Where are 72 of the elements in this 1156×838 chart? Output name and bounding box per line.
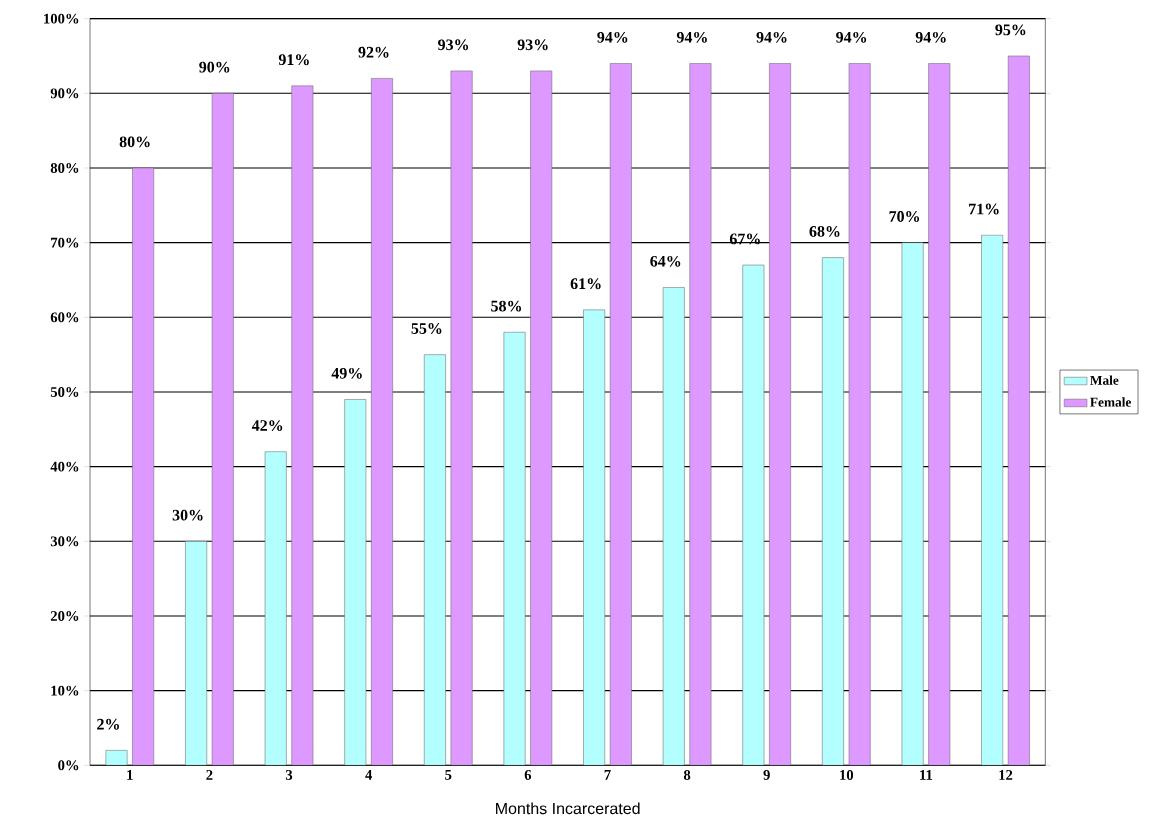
data-label: 49% (331, 367, 362, 379)
bar (371, 78, 393, 766)
x-tick-label: 1 (127, 770, 133, 780)
y-tick-label: 70% (51, 237, 79, 248)
bar (928, 63, 951, 766)
bar (423, 354, 446, 766)
y-tick-label: 90% (50, 88, 79, 99)
x-tick-label: 12 (999, 770, 1013, 780)
bar (822, 257, 844, 766)
bar (264, 451, 287, 766)
x-tick-label: 4 (365, 770, 373, 780)
y-tick-label: 30% (50, 536, 79, 547)
data-label: 94% (756, 31, 787, 43)
bar (132, 167, 155, 766)
y-tick-label: 60% (50, 312, 79, 323)
bar (769, 63, 791, 766)
y-tick-label: 20% (50, 611, 79, 621)
data-label: 95% (995, 24, 1026, 36)
data-label: 58% (491, 300, 522, 312)
bar (503, 331, 526, 766)
bar (742, 264, 765, 766)
bar (291, 85, 314, 766)
data-label: 93% (438, 39, 469, 51)
x-tick-label: 9 (763, 770, 770, 780)
data-label: 2% (97, 718, 119, 730)
bar (901, 242, 924, 766)
data-label: 94% (915, 31, 946, 43)
bar (211, 93, 234, 766)
bar (689, 63, 712, 766)
data-label: 61% (570, 278, 601, 290)
y-tick-label: 10% (51, 685, 79, 696)
data-label: 70% (889, 211, 920, 222)
x-tick-label: 8 (683, 770, 691, 780)
data-label: 94% (836, 31, 867, 43)
data-label: 91% (278, 54, 309, 66)
data-label: 94% (597, 31, 628, 43)
data-label: 90% (199, 61, 230, 73)
bar (981, 234, 1004, 766)
bar (848, 63, 871, 766)
bar (185, 541, 208, 766)
data-label: 68% (809, 226, 840, 237)
data-label: 94% (676, 31, 707, 43)
x-axis-title: Months Incarcerated (496, 802, 640, 815)
data-label: 55% (411, 323, 442, 334)
x-tick-label: 5 (445, 770, 452, 780)
x-tick-label: 6 (524, 770, 532, 780)
legend-label: Male (1090, 375, 1119, 385)
bar (662, 287, 685, 766)
data-label: 93% (517, 39, 548, 51)
x-tick-label: 2 (206, 770, 213, 780)
data-label: 92% (358, 46, 389, 58)
y-tick-label: 0% (58, 760, 79, 771)
bar (609, 63, 632, 766)
x-tick-label: 10 (840, 770, 854, 780)
data-label: 42% (251, 420, 283, 432)
legend-label: Female (1090, 397, 1132, 407)
data-label: 64% (650, 255, 681, 267)
data-label: 71% (969, 203, 999, 215)
bar (1007, 55, 1030, 766)
x-tick-label: 7 (604, 770, 611, 780)
bar (583, 309, 606, 766)
x-tick-label: 11 (920, 770, 933, 780)
y-tick-label: 50% (50, 387, 79, 397)
data-label: 80% (119, 136, 150, 148)
y-tick-label: 40% (50, 461, 79, 472)
x-tick-label: 3 (285, 770, 293, 780)
bar (530, 70, 553, 766)
data-label: 30% (172, 509, 203, 521)
y-tick-label: 80% (50, 163, 79, 173)
y-tick-label: 100% (44, 13, 79, 24)
bar (450, 70, 473, 766)
bar (344, 399, 367, 766)
